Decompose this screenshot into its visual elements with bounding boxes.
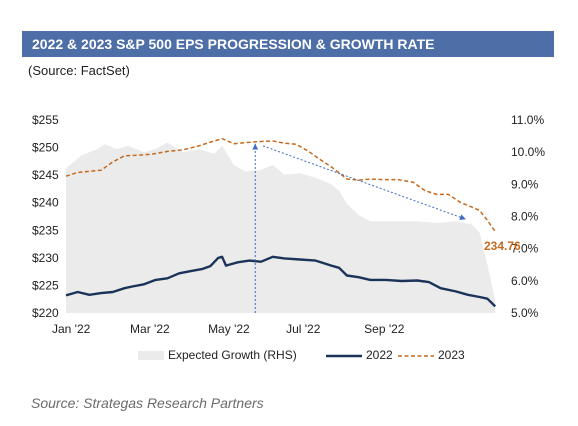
y-left-tick-label: $220 xyxy=(32,306,59,320)
end-value-label: 234.76 xyxy=(484,239,521,253)
y-left-tick-label: $255 xyxy=(32,113,59,127)
legend-growth-swatch xyxy=(138,351,164,360)
source-note: Source: Strategas Research Partners xyxy=(31,395,264,411)
y-right-tick-label: 10.0% xyxy=(511,145,545,159)
x-tick-label: May '22 xyxy=(208,322,250,336)
y-left-tick-label: $230 xyxy=(32,251,59,265)
y-left-tick-label: $245 xyxy=(32,168,59,182)
x-tick-label: Jan '22 xyxy=(52,322,91,336)
x-tick-label: Mar '22 xyxy=(130,322,170,336)
x-tick-label: Sep '22 xyxy=(364,322,405,336)
eps-2022-line xyxy=(65,255,497,308)
y-left-tick-label: $240 xyxy=(32,196,59,210)
y-left-tick-label: $250 xyxy=(32,141,59,155)
growth-area xyxy=(66,142,496,313)
legend-growth-label: Expected Growth (RHS) xyxy=(168,348,297,362)
y-right-tick-label: 6.0% xyxy=(511,274,539,288)
y-left-tick-label: $225 xyxy=(32,278,59,292)
chart-title: 2022 & 2023 S&P 500 EPS PROGRESSION & GR… xyxy=(22,31,554,57)
y-left-tick-label: $235 xyxy=(32,223,59,237)
y-right-tick-label: 5.0% xyxy=(511,306,539,320)
y-right-tick-label: 9.0% xyxy=(511,177,539,191)
y-right-tick-label: 7.0% xyxy=(511,242,539,256)
y-right-tick-label: 8.0% xyxy=(511,210,539,224)
chart-subtitle: (Source: FactSet) xyxy=(28,63,130,78)
legend-2022-label: 2022 xyxy=(366,348,393,362)
eps-2023-line xyxy=(65,137,496,233)
legend-2023-label: 2023 xyxy=(438,348,465,362)
y-right-tick-label: 11.0% xyxy=(511,113,544,127)
x-tick-label: Jul '22 xyxy=(286,322,321,336)
